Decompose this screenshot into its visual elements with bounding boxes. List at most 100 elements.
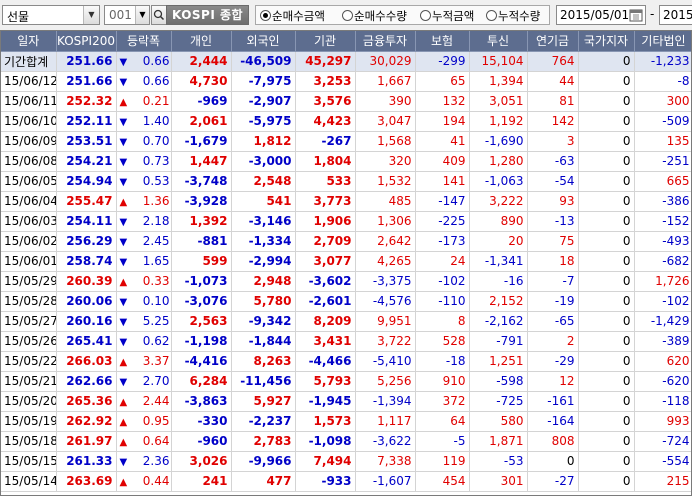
cell-change: ▼ 1.40 [116,111,172,132]
cell-institution: -1,945 [295,391,356,412]
cell-individual: 6,284 [171,371,232,392]
cell-foreign: -9,342 [231,311,296,332]
triangle-down-icon: ▼ [119,457,128,468]
column-header-individual[interactable]: 개인 [171,31,232,52]
column-header-investment-trust[interactable]: 투신 [469,31,528,52]
table-row[interactable]: 15/06/05 254.94 ▼ 0.53 -3,748 2,548 533 1,532 14… [1,171,691,192]
cell-institution: -2,601 [295,291,356,312]
table-row[interactable]: 15/06/04 255.47 ▲ 1.36 -3,928 541 3,773 485 -147… [1,191,691,212]
table-row[interactable]: 15/05/21 262.66 ▼ 2.70 6,284 -11,456 5,793 5,25… [1,371,691,392]
table-row[interactable]: 15/05/22 266.03 ▲ 3.37 -4,416 8,263 -4,466 -5,4… [1,351,691,372]
triangle-down-icon: ▼ [119,57,128,68]
table-row[interactable]: 15/06/11 252.32 ▲ 0.21 -969 -2,907 3,576 390 132… [1,91,691,112]
cell-institution: 3,576 [295,91,356,112]
column-header-insurance[interactable]: 보험 [415,31,470,52]
cell-change: ▲ 0.95 [116,411,172,432]
table-row[interactable]: 15/05/29 260.39 ▲ 0.33 -1,073 2,948 -3,602 -3,3… [1,271,691,292]
search-button[interactable] [151,5,167,25]
table-row[interactable]: 15/05/26 265.41 ▼ 0.62 -1,198 -1,844 3,431 3,72… [1,331,691,352]
cell-insurance: -102 [415,271,470,292]
radio-icon [420,10,431,21]
table-row[interactable]: 15/06/12 251.66 ▼ 0.66 4,730 -7,975 3,253 1,667… [1,71,691,92]
triangle-up-icon: ▲ [119,397,128,408]
change-value: 5.25 [142,314,170,328]
start-date-input[interactable]: 2015/05/01 [556,5,646,25]
triangle-down-icon: ▼ [119,297,128,308]
cell-change: ▲ 2.44 [116,391,172,412]
cell-investment-trust: -725 [469,391,528,412]
cell-financial-investment: 9,951 [355,311,416,332]
radio-net-buy-amount[interactable]: 순매수금액 [260,8,325,24]
radio-net-buy-quantity[interactable]: 순매수수량 [342,8,407,24]
cell-other-corp: -493 [634,231,691,252]
table-row[interactable]: 15/06/10 252.11 ▼ 1.40 2,061 -5,975 4,423 3,047… [1,111,691,132]
calendar-icon[interactable] [628,7,644,23]
table-row[interactable]: 15/05/28 260.06 ▼ 0.10 -3,076 5,780 -2,601 -4,5… [1,291,691,312]
column-header-kospi200[interactable]: KOSPI200 [56,31,117,52]
table-row[interactable]: 15/06/02 256.29 ▼ 2.45 -881 -1,334 2,709 2,642-… [1,231,691,252]
table-row[interactable]: 15/05/27 260.16 ▼ 5.25 2,563 -9,342 8,209 9,951… [1,311,691,332]
cell-foreign: -9,966 [231,451,296,472]
radio-cumulative-amount[interactable]: 누적금액 [420,8,474,24]
table-row[interactable]: 15/06/03 254.11 ▼ 2.18 1,392 -3,146 1,906 1,306… [1,211,691,232]
cell-date: 15/05/14 [1,471,57,492]
column-header-institution[interactable]: 기관 [295,31,356,52]
cell-investment-trust: -1,341 [469,251,528,272]
cell-insurance: 194 [415,111,470,132]
cell-kospi200: 266.03 [56,351,117,372]
table-row[interactable]: 15/05/15 261.33 ▼ 2.36 3,026 -9,966 7,494 7,338… [1,451,691,472]
column-header-date[interactable]: 일자 [1,31,57,52]
cell-foreign: 5,780 [231,291,296,312]
cell-financial-investment: 3,722 [355,331,416,352]
column-header-financial-investment[interactable]: 금융투자 [355,31,416,52]
cell-other-corp: -251 [634,151,691,172]
cell-investment-trust: -53 [469,451,528,472]
cell-investment-trust: 301 [469,471,528,492]
cell-individual: -330 [171,411,232,432]
triangle-up-icon: ▲ [119,357,128,368]
column-header-other-corp[interactable]: 기타법인 [634,31,691,52]
cell-government: 0 [578,131,635,152]
cell-insurance: 119 [415,451,470,472]
cell-insurance: -147 [415,191,470,212]
cell-other-corp: -389 [634,331,691,352]
cell-date: 15/05/18 [1,431,57,452]
cell-other-corp: -1,429 [634,311,691,332]
cell-date: 15/06/08 [1,151,57,172]
code-input[interactable]: 001 ▼ [104,5,150,25]
total-row[interactable]: 기간합계 251.66 ▼ 0.66 2,444 -46,509 45,297 30,029-… [1,51,691,72]
cell-individual: 2,444 [171,51,232,72]
cell-foreign: -5,975 [231,111,296,132]
cell-government: 0 [578,231,635,252]
column-header-foreign[interactable]: 외국인 [231,31,296,52]
column-header-pension[interactable]: 연기금 [527,31,579,52]
cell-foreign: 5,927 [231,391,296,412]
table-row[interactable]: 15/06/08 254.21 ▼ 0.73 1,447 -3,000 1,804 320 40… [1,151,691,172]
end-date-value: 2015/0 [663,8,692,22]
table-row[interactable]: 15/05/20 265.36 ▲ 2.44 -3,863 5,927 -1,945 -1,3… [1,391,691,412]
table-row[interactable]: 15/05/18 261.97 ▲ 0.64 -960 2,783 -1,098 -3,622… [1,431,691,452]
cell-date: 15/05/15 [1,451,57,472]
cell-individual: -1,679 [171,131,232,152]
cell-government: 0 [578,411,635,432]
chevron-down-icon[interactable]: ▼ [135,6,149,24]
chevron-down-icon[interactable]: ▼ [83,6,99,24]
column-header-change[interactable]: 등락폭 [116,31,172,52]
cell-kospi200: 256.29 [56,231,117,252]
column-header-government[interactable]: 국가지자 [578,31,635,52]
cell-insurance: -110 [415,291,470,312]
table-row[interactable]: 15/05/14 263.69 ▲ 0.44 241 477 -933 -1,607 454 30… [1,471,691,492]
cell-government: 0 [578,191,635,212]
end-date-input[interactable]: 2015/0 [659,5,692,25]
cell-individual: -3,076 [171,291,232,312]
table-row[interactable]: 15/06/01 258.74 ▼ 1.65 599 -2,994 3,077 4,265 24… [1,251,691,272]
cell-insurance: -18 [415,351,470,372]
change-value: 2.18 [142,214,170,228]
radio-cumulative-quantity[interactable]: 누적수량 [486,8,540,24]
change-value: 0.44 [142,474,170,488]
market-select[interactable]: 선물 ▼ [2,5,100,25]
table-row[interactable]: 15/06/09 253.51 ▼ 0.70 -1,679 1,812 -267 1,568 4… [1,131,691,152]
cell-institution: -3,602 [295,271,356,292]
table-row[interactable]: 15/05/19 262.92 ▲ 0.95 -330 -2,237 1,573 1,117 6… [1,411,691,432]
cell-individual: -4,416 [171,351,232,372]
